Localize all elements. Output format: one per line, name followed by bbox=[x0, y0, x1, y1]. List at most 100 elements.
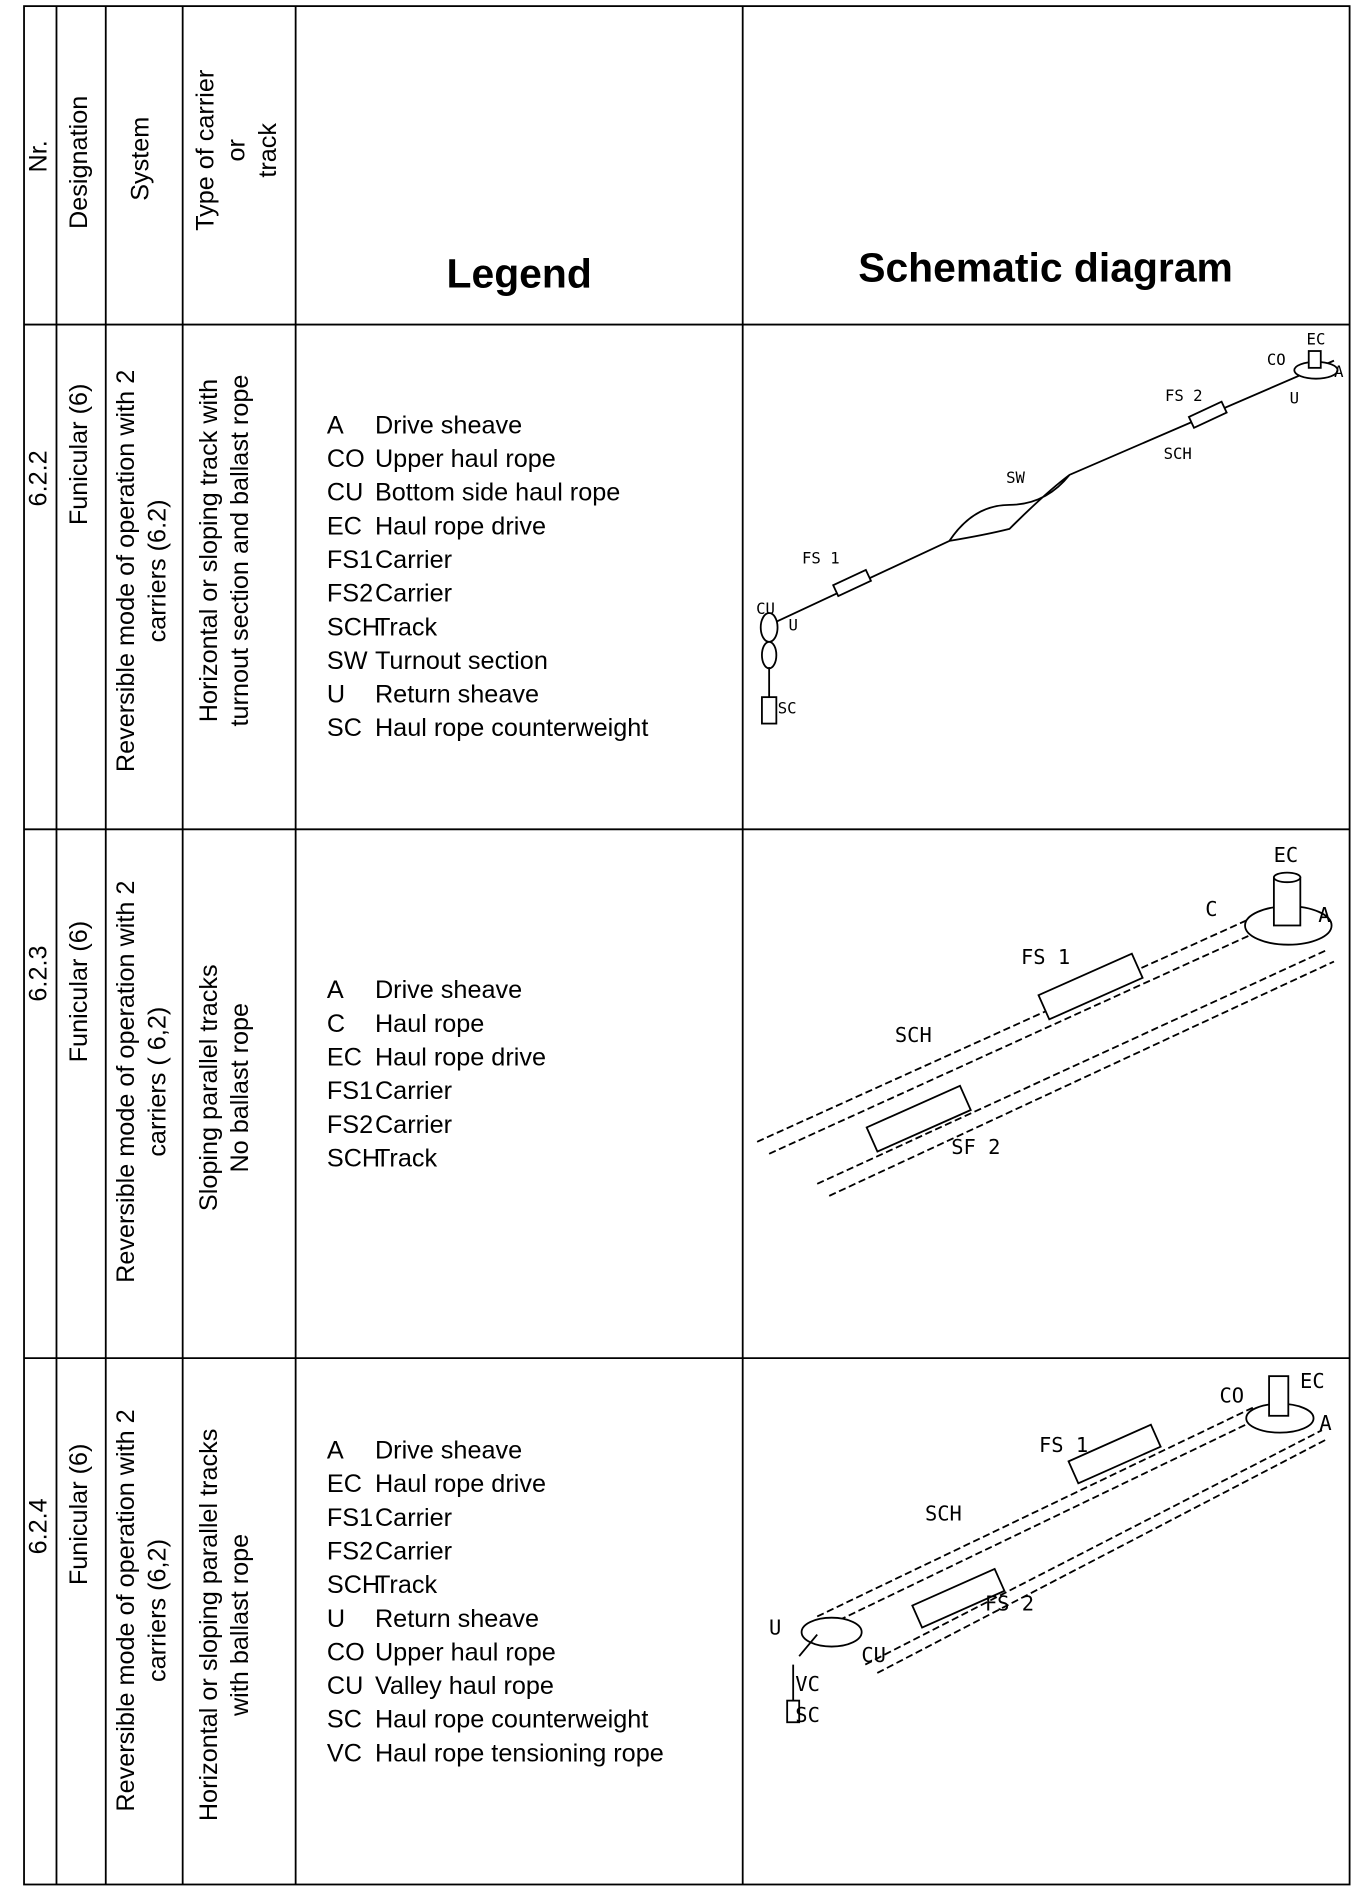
diagram-label: CU bbox=[756, 600, 775, 618]
diagram-label: SC bbox=[795, 1703, 820, 1727]
legend-text: Track bbox=[375, 1144, 438, 1172]
table-grid bbox=[23, 5, 1351, 1886]
diagram-label: U bbox=[788, 617, 797, 635]
row-system: carriers ( 6,2) bbox=[143, 1007, 171, 1157]
diagram-label: FS 1 bbox=[1021, 945, 1070, 969]
legend-code: EC bbox=[327, 1044, 362, 1072]
header-track: or bbox=[223, 139, 251, 161]
diagram-label: VC bbox=[795, 1672, 820, 1696]
row-track: Horizontal or sloping track with bbox=[195, 379, 223, 722]
diagram-label: C bbox=[1205, 897, 1217, 921]
diagram-label: SCH bbox=[895, 1023, 932, 1047]
legend-code: EC bbox=[327, 512, 362, 540]
legend-code: EC bbox=[327, 1470, 362, 1498]
diagram-6-2-3 bbox=[756, 871, 1335, 1197]
row-track: Horizontal or sloping parallel tracks bbox=[195, 1429, 223, 1821]
legend-text: Carrier bbox=[375, 1504, 452, 1532]
legend-text: Haul rope bbox=[375, 1010, 484, 1038]
legend-text: Haul rope counterweight bbox=[375, 1706, 648, 1734]
legend-code: FS2 bbox=[327, 1537, 373, 1565]
legend-text: Haul rope tensioning rope bbox=[375, 1739, 664, 1767]
legend-code: CU bbox=[327, 1672, 363, 1700]
row-system: Reversible mode of operation with 2 bbox=[112, 1409, 140, 1811]
legend-code: SW bbox=[327, 647, 368, 675]
legend-code: SCH bbox=[327, 1571, 380, 1599]
legend-code: C bbox=[327, 1010, 345, 1038]
diagram-label: CU bbox=[861, 1643, 886, 1667]
legend-code: A bbox=[327, 976, 344, 1004]
row-designation: Funicular (6) bbox=[65, 384, 93, 526]
schematic-title: Schematic diagram bbox=[858, 244, 1233, 290]
legend-code: FS1 bbox=[327, 1077, 373, 1105]
legend-code: A bbox=[327, 411, 344, 439]
diagram-label: SC bbox=[778, 700, 797, 718]
diagram-label: SCH bbox=[1164, 445, 1192, 463]
header-nr: Nr. bbox=[24, 140, 52, 172]
diagram-label: A bbox=[1319, 1411, 1331, 1435]
diagram-label: FS 1 bbox=[1039, 1433, 1088, 1457]
header-designation: Designation bbox=[65, 96, 93, 229]
row-system: Reversible mode of operation with 2 bbox=[112, 370, 140, 772]
legend-text: Haul rope counterweight bbox=[375, 714, 648, 742]
legend-text: Drive sheave bbox=[375, 411, 522, 439]
legend-code: FS2 bbox=[327, 580, 373, 608]
diagram-label: CO bbox=[1220, 1384, 1245, 1408]
legend-code: A bbox=[327, 1437, 344, 1465]
legend-code: U bbox=[327, 1605, 345, 1633]
legend-text: Return sheave bbox=[375, 1605, 539, 1633]
legend-code: VC bbox=[327, 1739, 362, 1767]
legend-code: SCH bbox=[327, 1144, 380, 1172]
diagram-label: EC bbox=[1307, 331, 1326, 349]
legend-code: CO bbox=[327, 1638, 365, 1666]
diagram-label: FS 2 bbox=[985, 1591, 1034, 1615]
diagram-label: CO bbox=[1267, 351, 1286, 369]
row-system: Reversible mode of operation with 2 bbox=[112, 881, 140, 1283]
row-system: carriers (6,2) bbox=[143, 1539, 171, 1682]
legend-text: Track bbox=[375, 613, 438, 641]
header-track: Type of carrier bbox=[191, 70, 219, 231]
diagram-label: FS 1 bbox=[802, 549, 840, 567]
legend-code: CU bbox=[327, 479, 363, 507]
legend-text: Valley haul rope bbox=[375, 1672, 554, 1700]
legend-text: Turnout section bbox=[375, 647, 548, 675]
legend-text: Track bbox=[375, 1571, 438, 1599]
row-nr: 6.2.4 bbox=[24, 1498, 52, 1554]
row-system: carriers (6.2) bbox=[143, 499, 171, 642]
legend-code: CO bbox=[327, 445, 365, 473]
legend-text: Carrier bbox=[375, 580, 452, 608]
legend-code: FS2 bbox=[327, 1111, 373, 1139]
row-nr: 6.2.3 bbox=[24, 945, 52, 1001]
legend-text: Bottom side haul rope bbox=[375, 479, 620, 507]
legend-text: Return sheave bbox=[375, 681, 539, 709]
legend-text: Haul rope drive bbox=[375, 1044, 546, 1072]
legend-text: Carrier bbox=[375, 1111, 452, 1139]
row-track: with ballast rope bbox=[226, 1534, 254, 1717]
diagram-label: U bbox=[769, 1616, 781, 1640]
row-track: No ballast rope bbox=[226, 1003, 254, 1173]
legend-code: FS1 bbox=[327, 546, 373, 574]
diagram-label: U bbox=[1290, 390, 1299, 408]
row-nr: 6.2.2 bbox=[24, 450, 52, 506]
diagram-label: SW bbox=[1006, 469, 1025, 487]
legend-text: Carrier bbox=[375, 546, 452, 574]
diagram-6-2-2 bbox=[759, 350, 1339, 725]
legend-text: Carrier bbox=[375, 1537, 452, 1565]
row-designation: Funicular (6) bbox=[65, 921, 93, 1063]
diagram-label: A bbox=[1334, 363, 1344, 381]
row-designation: Funicular (6) bbox=[65, 1444, 93, 1586]
legend-text: Upper haul rope bbox=[375, 445, 556, 473]
diagram-label: SCH bbox=[925, 1501, 962, 1525]
diagram-label: SF 2 bbox=[951, 1135, 1000, 1159]
legend-text: Upper haul rope bbox=[375, 1638, 556, 1666]
legend-code: SC bbox=[327, 714, 362, 742]
legend-code: U bbox=[327, 681, 345, 709]
legend-text: Drive sheave bbox=[375, 976, 522, 1004]
diagram-label: EC bbox=[1274, 843, 1299, 867]
diagram-label: A bbox=[1318, 903, 1330, 927]
header-track: track bbox=[254, 123, 282, 178]
diagram-6-2-4 bbox=[786, 1375, 1329, 1724]
legend-title: Legend bbox=[447, 250, 592, 296]
diagram-label: EC bbox=[1300, 1369, 1325, 1393]
row-track: Sloping parallel tracks bbox=[195, 964, 223, 1211]
